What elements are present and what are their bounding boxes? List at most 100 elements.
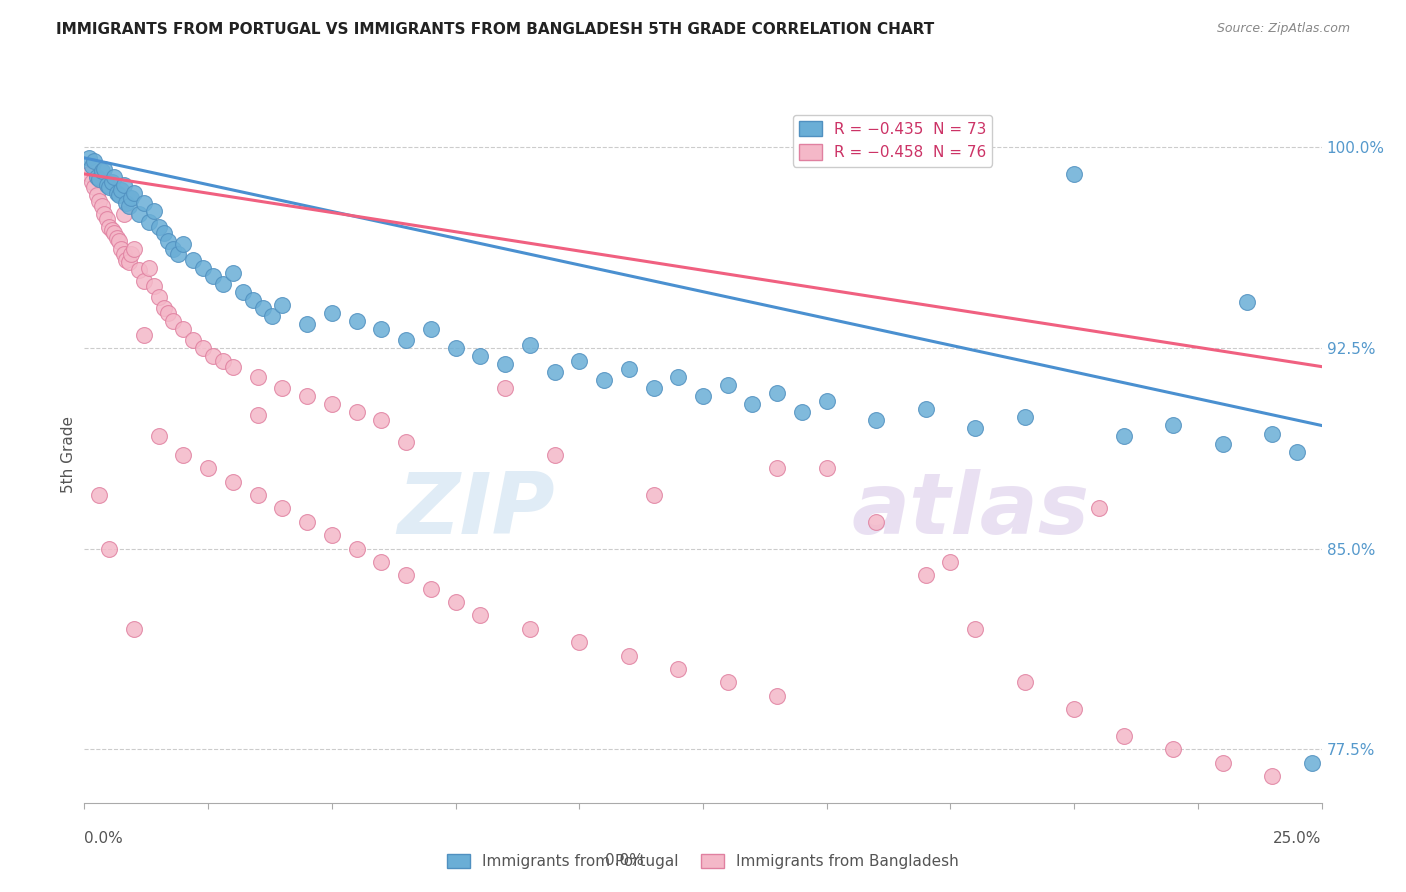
Point	[815, 394, 838, 409]
Point	[152, 301, 174, 315]
Point	[138, 215, 160, 229]
Point	[103, 226, 125, 240]
Text: 25.0%: 25.0%	[1274, 831, 1322, 846]
Point	[1285, 445, 1308, 459]
Point	[115, 252, 138, 267]
Point	[741, 397, 763, 411]
Point	[470, 349, 492, 363]
Point	[568, 635, 591, 649]
Point	[89, 488, 111, 502]
Point	[167, 247, 190, 261]
Point	[419, 322, 441, 336]
Point	[172, 322, 194, 336]
Point	[162, 242, 184, 256]
Point	[96, 178, 118, 192]
Point	[1014, 410, 1036, 425]
Point	[112, 178, 135, 192]
Point	[157, 306, 180, 320]
Point	[80, 175, 103, 189]
Y-axis label: 5th Grade: 5th Grade	[60, 417, 76, 493]
Point	[162, 314, 184, 328]
Point	[246, 408, 269, 422]
Point	[191, 341, 214, 355]
Point	[222, 359, 245, 374]
Point	[138, 260, 160, 275]
Point	[271, 501, 294, 516]
Point	[643, 488, 665, 502]
Point	[1212, 437, 1234, 451]
Point	[271, 381, 294, 395]
Point	[122, 622, 145, 636]
Point	[295, 515, 318, 529]
Point	[543, 365, 565, 379]
Point	[865, 413, 887, 427]
Point	[191, 260, 214, 275]
Point	[593, 373, 616, 387]
Point	[112, 207, 135, 221]
Point	[617, 362, 640, 376]
Point	[1112, 429, 1135, 443]
Point	[246, 488, 269, 502]
Point	[181, 252, 204, 267]
Point	[643, 381, 665, 395]
Legend: Immigrants from Portugal, Immigrants from Bangladesh: Immigrants from Portugal, Immigrants fro…	[440, 848, 966, 875]
Point	[262, 309, 284, 323]
Point	[370, 322, 392, 336]
Point	[666, 370, 689, 384]
Text: ZIP: ZIP	[396, 469, 554, 552]
Point	[444, 595, 467, 609]
Point	[120, 191, 142, 205]
Point	[568, 354, 591, 368]
Point	[202, 349, 225, 363]
Point	[1236, 295, 1258, 310]
Point	[766, 386, 789, 401]
Point	[93, 161, 115, 176]
Point	[346, 314, 368, 328]
Point	[112, 247, 135, 261]
Point	[232, 285, 254, 299]
Point	[865, 515, 887, 529]
Point	[790, 405, 813, 419]
Point	[666, 662, 689, 676]
Point	[1088, 501, 1111, 516]
Point	[1161, 418, 1184, 433]
Point	[519, 622, 541, 636]
Point	[815, 461, 838, 475]
Point	[103, 169, 125, 184]
Text: 0.0%: 0.0%	[84, 831, 124, 846]
Point	[90, 199, 112, 213]
Point	[122, 186, 145, 200]
Point	[222, 475, 245, 489]
Point	[115, 196, 138, 211]
Point	[222, 266, 245, 280]
Point	[914, 568, 936, 582]
Point	[1212, 756, 1234, 770]
Point	[132, 274, 155, 288]
Point	[148, 290, 170, 304]
Point	[419, 582, 441, 596]
Point	[717, 378, 740, 392]
Point	[98, 180, 121, 194]
Point	[321, 528, 343, 542]
Point	[370, 555, 392, 569]
Text: Source: ZipAtlas.com: Source: ZipAtlas.com	[1216, 22, 1350, 36]
Point	[89, 194, 111, 208]
Point	[914, 402, 936, 417]
Point	[321, 306, 343, 320]
Point	[1063, 702, 1085, 716]
Point	[444, 341, 467, 355]
Text: IMMIGRANTS FROM PORTUGAL VS IMMIGRANTS FROM BANGLADESH 5TH GRADE CORRELATION CHA: IMMIGRANTS FROM PORTUGAL VS IMMIGRANTS F…	[56, 22, 935, 37]
Point	[494, 357, 516, 371]
Point	[108, 188, 131, 202]
Point	[617, 648, 640, 663]
Point	[395, 333, 418, 347]
Point	[395, 568, 418, 582]
Point	[470, 608, 492, 623]
Point	[197, 461, 219, 475]
Point	[1014, 675, 1036, 690]
Point	[98, 541, 121, 556]
Point	[1161, 742, 1184, 756]
Point	[148, 220, 170, 235]
Point	[80, 159, 103, 173]
Point	[246, 370, 269, 384]
